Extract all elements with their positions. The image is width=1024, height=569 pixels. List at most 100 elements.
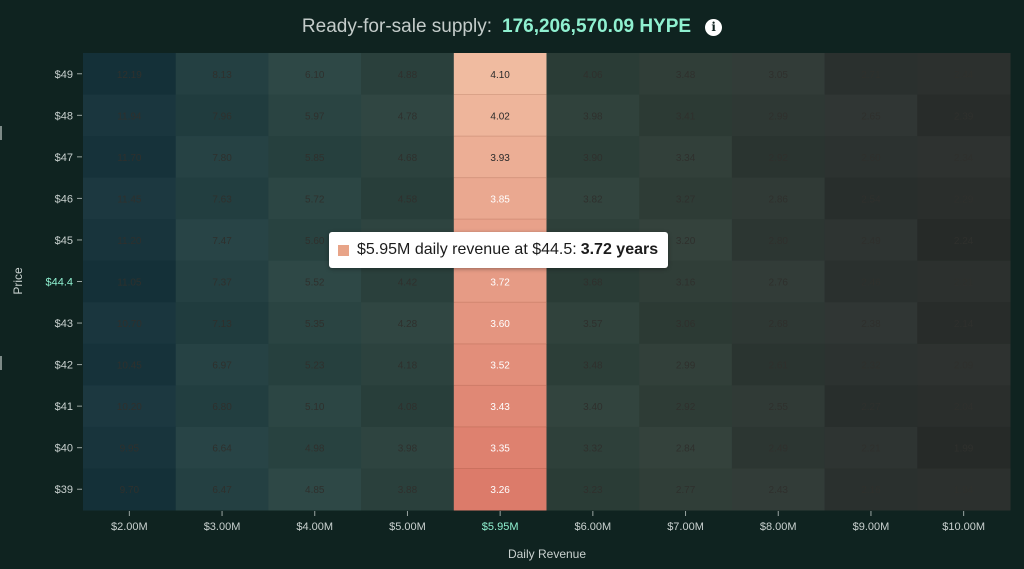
heatmap-cell[interactable]	[639, 343, 733, 386]
heatmap-cell[interactable]	[453, 177, 547, 220]
heatmap-cell[interactable]	[268, 468, 362, 511]
heatmap-cell[interactable]	[83, 426, 177, 469]
heatmap-cell[interactable]	[639, 177, 733, 220]
heatmap-cell[interactable]	[175, 385, 269, 428]
heatmap-cell[interactable]	[83, 260, 177, 303]
heatmap-cell[interactable]	[175, 53, 269, 96]
heatmap-cell[interactable]	[639, 302, 733, 345]
heatmap-cell[interactable]	[917, 53, 1011, 96]
heatmap-cell[interactable]	[639, 53, 733, 96]
heatmap-cell[interactable]	[546, 177, 640, 220]
heatmap-cell[interactable]	[175, 468, 269, 511]
heatmap-cell[interactable]	[83, 468, 177, 511]
heatmap-cell[interactable]	[83, 343, 177, 386]
heatmap-cell[interactable]	[546, 53, 640, 96]
heatmap-cell[interactable]	[83, 94, 177, 137]
heatmap-cell[interactable]	[175, 302, 269, 345]
heatmap-cell[interactable]	[268, 94, 362, 137]
heatmap-cell[interactable]	[917, 136, 1011, 179]
heatmap-cell[interactable]	[917, 219, 1011, 262]
heatmap-cell[interactable]	[824, 219, 918, 262]
heatmap-cell[interactable]	[83, 53, 177, 96]
heatmap-cell[interactable]	[175, 177, 269, 220]
heatmap-cell[interactable]	[453, 302, 547, 345]
heatmap-cell[interactable]	[175, 343, 269, 386]
heatmap-cell[interactable]	[361, 468, 455, 511]
heatmap-cell[interactable]	[731, 468, 826, 511]
heatmap-cell[interactable]	[917, 426, 1011, 469]
heatmap-cell[interactable]	[83, 219, 177, 262]
heatmap-cell[interactable]	[268, 385, 362, 428]
heatmap-cell[interactable]	[639, 136, 733, 179]
heatmap-cell[interactable]	[453, 53, 547, 96]
heatmap-cell[interactable]	[453, 468, 547, 511]
heatmap-cell[interactable]	[361, 136, 455, 179]
heatmap-cell[interactable]	[731, 177, 826, 220]
heatmap-cell[interactable]	[268, 53, 362, 96]
heatmap-cell[interactable]	[361, 385, 455, 428]
heatmap-cell[interactable]	[917, 302, 1011, 345]
heatmap-cell[interactable]	[546, 302, 640, 345]
heatmap-cell[interactable]	[917, 260, 1011, 303]
heatmap-cell[interactable]	[824, 177, 918, 220]
heatmap-cell[interactable]	[731, 385, 826, 428]
heatmap-cell[interactable]	[546, 94, 640, 137]
heatmap-cell[interactable]	[824, 260, 918, 303]
heatmap-cell[interactable]	[268, 302, 362, 345]
heatmap-cell[interactable]	[361, 53, 455, 96]
heatmap-cell[interactable]	[268, 426, 362, 469]
heatmap-cell[interactable]	[83, 136, 177, 179]
heatmap-cell[interactable]	[824, 302, 918, 345]
heatmap-cell[interactable]	[731, 302, 826, 345]
heatmap-cell[interactable]	[824, 94, 918, 137]
heatmap-cell[interactable]	[731, 260, 826, 303]
heatmap-cell[interactable]	[453, 343, 547, 386]
heatmap-cell[interactable]	[361, 426, 455, 469]
heatmap-cell[interactable]	[917, 94, 1011, 137]
heatmap-cell[interactable]	[453, 136, 547, 179]
heatmap-cell[interactable]	[268, 177, 362, 220]
heatmap-cell[interactable]	[824, 468, 918, 511]
heatmap-cell[interactable]	[917, 385, 1011, 428]
heatmap-cell[interactable]	[453, 94, 547, 137]
heatmap-cell[interactable]	[453, 426, 547, 469]
heatmap-cell[interactable]	[175, 94, 269, 137]
heatmap-cell[interactable]	[917, 343, 1011, 386]
heatmap-cell[interactable]	[917, 468, 1011, 511]
heatmap-cell[interactable]	[824, 385, 918, 428]
heatmap-cell[interactable]	[731, 94, 826, 137]
heatmap-cell[interactable]	[731, 136, 826, 179]
heatmap-cell[interactable]	[361, 94, 455, 137]
heatmap-cell[interactable]	[175, 426, 269, 469]
heatmap-cell[interactable]	[824, 53, 918, 96]
heatmap-cell[interactable]	[361, 302, 455, 345]
heatmap-cell[interactable]	[546, 136, 640, 179]
heatmap-cell[interactable]	[731, 426, 826, 469]
heatmap-cell[interactable]	[453, 385, 547, 428]
heatmap-cell[interactable]	[268, 136, 362, 179]
heatmap-cell[interactable]	[546, 426, 640, 469]
heatmap-cell[interactable]	[546, 468, 640, 511]
heatmap-cell[interactable]	[731, 343, 826, 386]
heatmap-cell[interactable]	[824, 136, 918, 179]
heatmap-cell[interactable]	[546, 343, 640, 386]
heatmap-cell[interactable]	[175, 260, 269, 303]
heatmap-cell[interactable]	[639, 426, 733, 469]
heatmap-cell[interactable]	[639, 385, 733, 428]
info-icon[interactable]: i	[705, 18, 723, 36]
heatmap-cell[interactable]	[83, 385, 177, 428]
heatmap-cell[interactable]	[175, 219, 269, 262]
heatmap-cell[interactable]	[175, 136, 269, 179]
heatmap-cell[interactable]	[83, 302, 177, 345]
heatmap-cell[interactable]	[731, 53, 826, 96]
heatmap-cell[interactable]	[731, 219, 826, 262]
heatmap-cell[interactable]	[639, 468, 733, 511]
heatmap-cell[interactable]	[268, 343, 362, 386]
heatmap-cell[interactable]	[824, 343, 918, 386]
heatmap-cell[interactable]	[361, 343, 455, 386]
heatmap-cell[interactable]	[639, 94, 733, 137]
heatmap-cell[interactable]	[824, 426, 918, 469]
heatmap-cell[interactable]	[917, 177, 1011, 220]
heatmap-cell[interactable]	[83, 177, 177, 220]
heatmap-cell[interactable]	[361, 177, 455, 220]
